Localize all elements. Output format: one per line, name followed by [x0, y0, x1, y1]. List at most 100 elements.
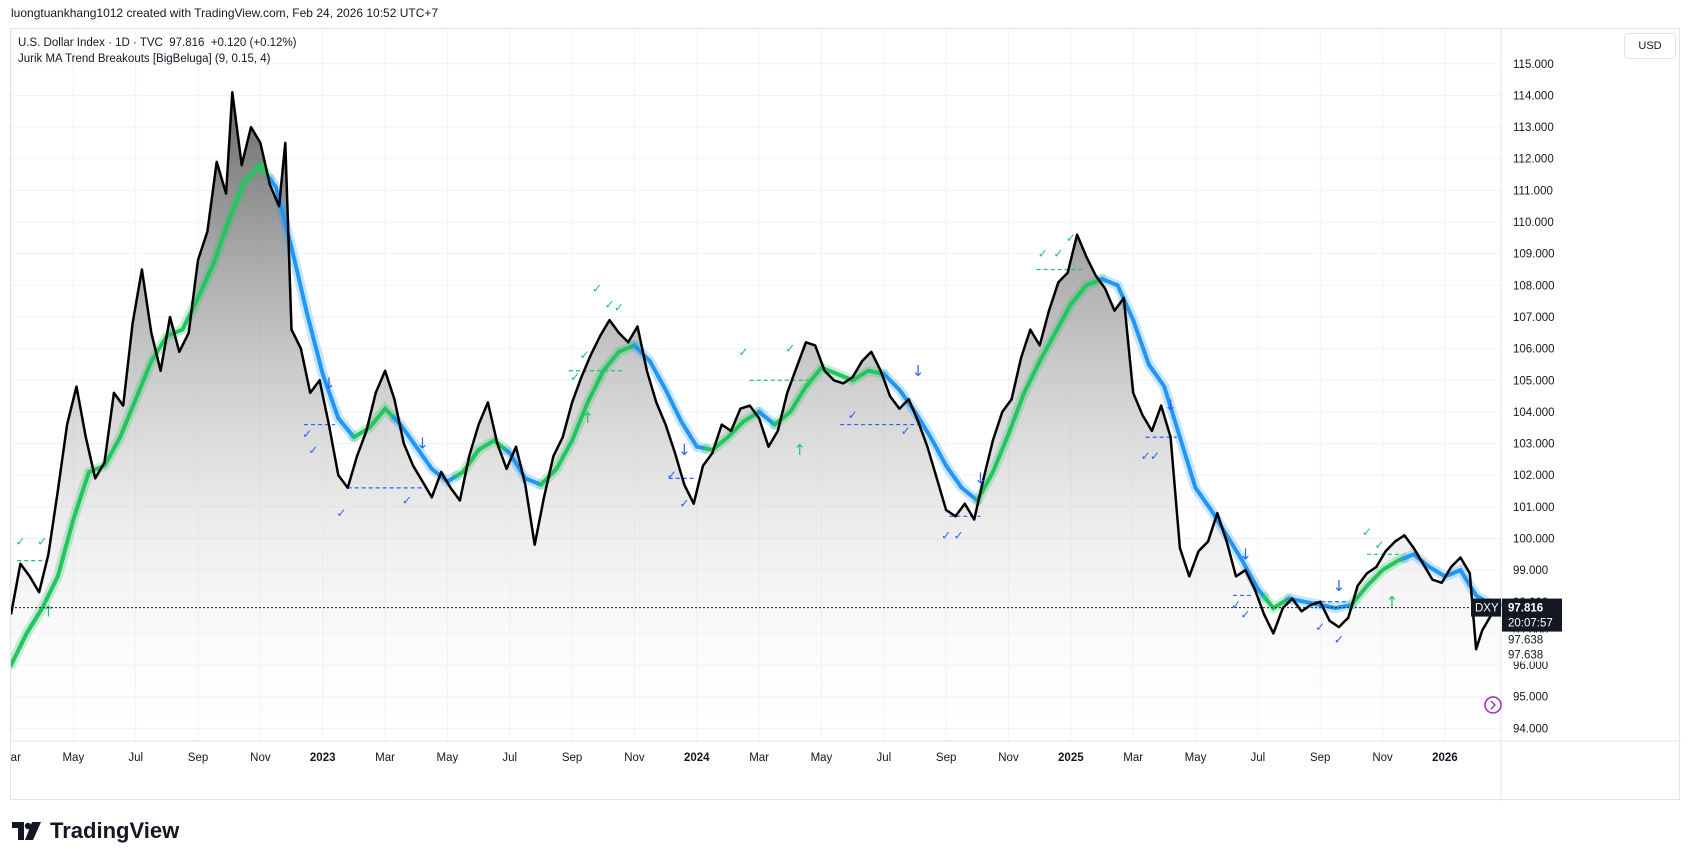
y-tick-label: 110.000 [1513, 217, 1554, 229]
y-tick-label: 112.000 [1513, 154, 1554, 166]
tradingview-logo-icon [12, 822, 41, 840]
breakout-down-arrow: ↓ [678, 441, 691, 459]
price-axis[interactable]: 94.00095.00096.00097.00098.00099.000100.… [1500, 29, 1555, 801]
retest-checkmark: ✓ [1150, 449, 1160, 463]
time-axis[interactable]: Mar May Jul Sep Nov 2023 Mar May Jul Sep Nov 2024 Ma… [11, 740, 1681, 764]
y-tick-label: 96.000 [1513, 660, 1548, 672]
price-area-fill [11, 92, 1501, 742]
jma-segment [504, 448, 543, 487]
retest-checkmark: ✓ [570, 370, 580, 384]
y-tick-label: 105.000 [1513, 375, 1555, 387]
jma-segment [881, 371, 980, 503]
chart-attribution: luongtuankhang1012 created with TradingV… [11, 6, 439, 20]
y-tick-label: 102.000 [1513, 470, 1555, 482]
x-tick-label: 2025 [1058, 752, 1084, 764]
retest-checkmark: ✓ [679, 497, 689, 511]
level-tag-2 [1502, 647, 1562, 662]
x-tick-label: Nov [998, 752, 1019, 764]
y-tick-label: 100.000 [1513, 533, 1555, 545]
jma-segment [351, 405, 397, 440]
retest-checkmark: ✓ [1231, 598, 1241, 612]
breakout-up-arrow: ↑ [1386, 593, 1399, 611]
x-tick-label: Mar [1123, 752, 1143, 764]
jma-segment [975, 277, 1104, 503]
retest-checkmark: ✓ [941, 528, 951, 542]
last-price: 97.816 [169, 37, 205, 49]
x-tick-label: Nov [1372, 752, 1393, 764]
tradingview-logo-text: TradingView [50, 818, 180, 843]
retest-checkmark: ✓ [1066, 231, 1076, 245]
last-price-text: 97.816 [1508, 603, 1543, 615]
jma-segment [11, 161, 272, 668]
x-tick-label: Sep [936, 752, 956, 764]
last-price-tag [1502, 598, 1562, 632]
price-line [11, 91, 1502, 651]
price-labels: DXY 97.816 20:07:57 97.638 97.638 [1471, 598, 1562, 662]
retest-checkmark: ✓ [1334, 633, 1344, 647]
symbol-legend-row[interactable]: U.S. Dollar Index · 1D · TVC 97.816 +0.1… [18, 35, 297, 51]
retest-checkmark: ✓ [1038, 247, 1048, 261]
retest-checkmark: ✓ [739, 345, 749, 359]
retest-checkmark: ✓ [667, 468, 677, 482]
x-tick-label: Mar [11, 752, 21, 764]
x-tick-label: Sep [188, 752, 208, 764]
currency-button[interactable]: USD [1624, 33, 1676, 59]
y-tick-label: 114.000 [1513, 90, 1554, 102]
price-change: +0.120 (+0.12%) [210, 37, 297, 49]
breakout-up-arrow: ↑ [581, 409, 594, 427]
x-tick-label: Jul [128, 752, 143, 764]
x-tick-label: May [437, 752, 459, 764]
jma-segment [267, 176, 356, 440]
x-tick-label: Nov [624, 752, 645, 764]
x-tick-label: Sep [1310, 752, 1330, 764]
retest-checkmark: ✓ [901, 424, 911, 438]
retest-checkmark: ✓ [1374, 538, 1384, 552]
breakout-up-arrow: ↑ [42, 602, 55, 620]
chart-legend[interactable]: U.S. Dollar Index · 1D · TVC 97.816 +0.1… [18, 35, 297, 67]
jma-segment [1349, 556, 1407, 607]
x-tick-label: Jul [1251, 752, 1266, 764]
retest-checkmark: ✓ [15, 535, 25, 549]
jma-segment [1287, 596, 1354, 611]
symbol-tag [1471, 598, 1501, 617]
chart-area[interactable]: ↑ ↓ ↓ ↑ ↓ ↑ ↓ ↓ ↓ ↓ ↓ ↑ ✓ ✓ ✓ ✓ ✓ ✓ ✓ ✓ ✓ ✓ ✓ ✓ ✓ ✓ ✓ ✓ ✓ ✓ ✓ ✓ ✓ ✓ ✓ ✓ ✓ ✓ ✓ ✓… [10, 28, 1681, 801]
countdown-text: 20:07:57 [1508, 618, 1553, 630]
retest-checkmark: ✓ [1315, 620, 1325, 634]
breakout-down-arrow: ↓ [323, 374, 336, 392]
y-tick-label: 113.000 [1513, 122, 1554, 134]
y-tick-label: 104.000 [1513, 407, 1555, 419]
retest-checkmark: ✓ [954, 528, 964, 542]
y-tick-label: 95.000 [1513, 692, 1548, 704]
breakout-markers: ↑↓↓↑↓ ↑↓↓↓↓↓↑✓ ✓✓✓✓✓✓✓✓✓ ✓✓✓✓ ✓✓✓✓ ✓✓ ✓✓✓ ✓✓✓✓✓… [15, 231, 1398, 647]
tradingview-logo: TradingView [12, 818, 179, 844]
retest-checkmark: ✓ [402, 494, 412, 508]
alert-icon[interactable] [1484, 696, 1502, 714]
retest-checkmark: ✓ [1362, 525, 1372, 539]
retest-checkmark: ✓ [308, 443, 318, 457]
x-tick-label: Sep [562, 752, 582, 764]
x-tick-label: May [811, 752, 833, 764]
breakout-down-arrow: ↓ [974, 469, 987, 487]
breakout-down-arrow: ↓ [416, 435, 429, 453]
y-tick-label: 106.000 [1513, 344, 1555, 356]
x-tick-label: May [1185, 752, 1207, 764]
jma-segment [538, 343, 637, 487]
x-tick-label: Jul [876, 752, 891, 764]
jma-segment [757, 409, 777, 427]
breakout-down-arrow: ↓ [1239, 545, 1252, 563]
jma-segment [772, 365, 886, 427]
y-tick-label: 101.000 [1513, 502, 1555, 514]
x-tick-label: 2023 [310, 752, 336, 764]
indicator-legend-row[interactable]: Jurik MA Trend Breakouts [BigBeluga] (9,… [18, 53, 271, 65]
y-tick-label: 107.000 [1513, 312, 1555, 324]
jma-segment [1100, 277, 1267, 599]
y-tick-label: 108.000 [1513, 280, 1555, 292]
retest-checkmark: ✓ [604, 297, 614, 311]
breakout-down-arrow: ↓ [1164, 397, 1177, 415]
retest-checkmark: ✓ [1141, 449, 1151, 463]
x-tick-label: Mar [375, 752, 395, 764]
level-tag-2-text: 97.638 [1508, 650, 1543, 662]
price-chart[interactable]: ↑↓↓↑↓ ↑↓↓↓↓↓↑✓ ✓✓✓✓✓✓✓✓✓ ✓✓✓✓ ✓✓✓✓ ✓✓ ✓✓✓ ✓✓✓✓✓… [11, 29, 1681, 801]
y-tick-label: 103.000 [1513, 439, 1555, 451]
y-tick-label: 94.000 [1513, 723, 1548, 735]
